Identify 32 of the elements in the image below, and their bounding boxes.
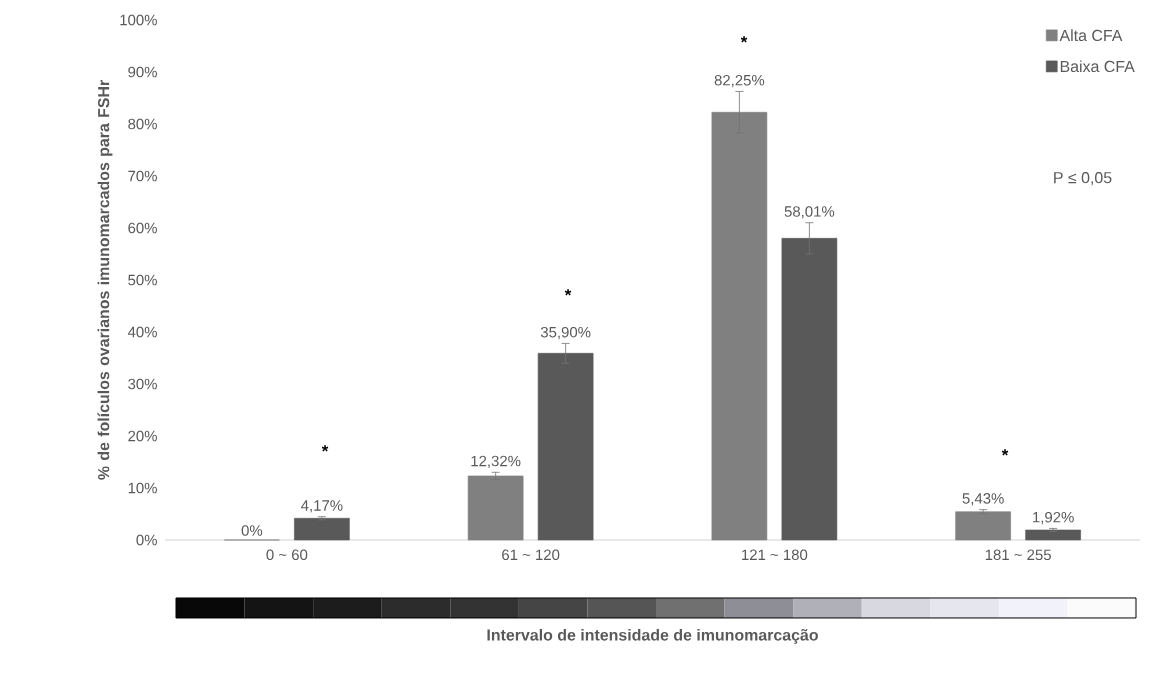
x-tick-label: 0 ~ 60	[266, 549, 308, 561]
data-label: 1,92%	[1033, 511, 1074, 525]
data-label: 35,90%	[540, 326, 591, 340]
data-label: 82,25%	[714, 74, 765, 88]
y-tick-label: 60%	[128, 222, 157, 234]
data-label: 12,32%	[471, 455, 521, 469]
x-tick-label: 181 ~ 255	[985, 549, 1051, 561]
legend-label: Alta CFA	[1059, 29, 1123, 42]
annotation: *	[1001, 449, 1009, 456]
y-axis-title: % de folículos ovarianos imunomarcados para FSHr	[97, 80, 113, 480]
annotation: P ≤ 0,05	[1054, 172, 1112, 186]
annotation: *	[564, 289, 572, 296]
y-tick-label: 90%	[128, 66, 157, 78]
x-tick-label: 121 ~ 180	[742, 549, 808, 561]
y-tick-label: 70%	[128, 170, 157, 182]
data-label: 4,17%	[301, 500, 343, 513]
y-tick-label: 10%	[128, 482, 157, 494]
y-tick-label: 100%	[120, 14, 157, 26]
y-tick-label: 80%	[128, 118, 157, 130]
y-tick-label: 30%	[128, 378, 157, 390]
annotation: *	[321, 445, 329, 452]
x-tick-label: 61 ~ 120	[502, 549, 560, 561]
y-tick-label: 20%	[128, 430, 157, 442]
legend-label: Baixa CFA	[1060, 60, 1135, 73]
data-label: 5,43%	[962, 493, 1004, 506]
y-tick-label: 50%	[128, 274, 157, 286]
y-tick-label: 40%	[127, 326, 157, 338]
data-label: 58,01%	[784, 206, 835, 219]
annotation: *	[740, 36, 748, 43]
x-axis-title: Intervalo de intensidade de imunomarcação	[487, 628, 818, 644]
y-tick-label: 0%	[136, 534, 157, 546]
data-label: 0%	[241, 525, 263, 536]
